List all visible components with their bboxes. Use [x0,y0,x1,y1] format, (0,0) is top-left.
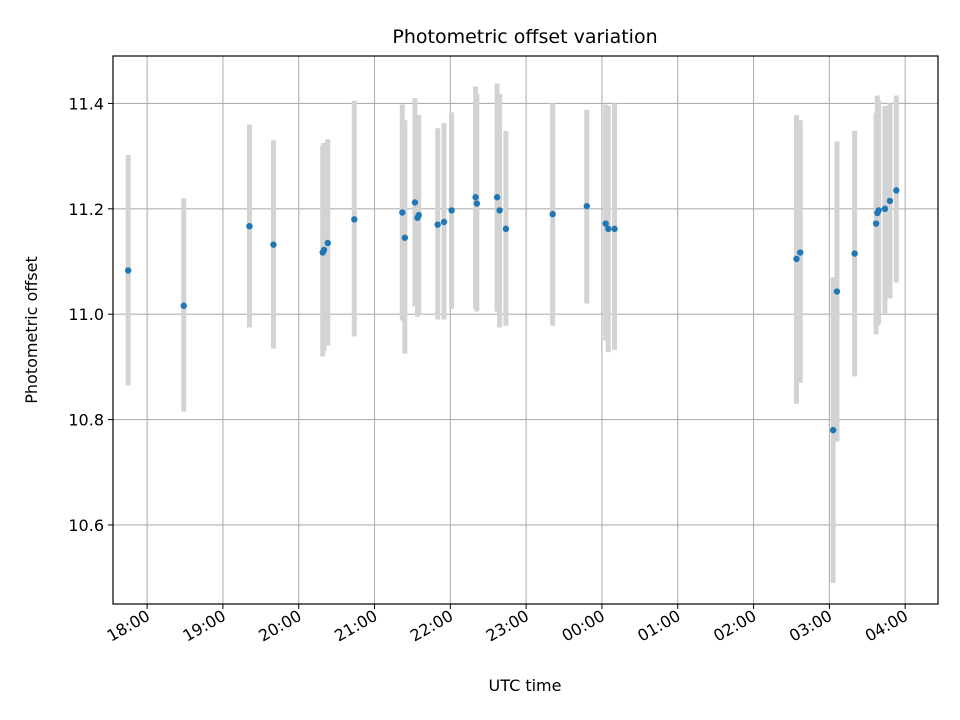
y-axis-label: Photometric offset [22,256,41,404]
data-point [502,225,510,233]
y-tick-label: 11.2 [68,200,104,219]
data-point [351,216,358,223]
data-point [440,218,448,226]
data-point [401,234,409,241]
y-tick-label: 10.8 [68,411,104,430]
data-point [324,239,331,247]
y-axis: 10.6 10.8 11.0 11.2 11.4 [68,94,113,535]
data-point [893,187,900,194]
data-point [415,211,422,219]
data-point [270,241,277,248]
data-point [833,288,841,295]
data-point [448,207,455,214]
data-point [320,246,328,254]
chart-title: Photometric offset variation [392,26,657,48]
plot-frame [112,55,939,605]
data-point [797,249,804,256]
data-point [872,220,880,227]
data-point [583,202,590,210]
y-tick-label: 11.4 [68,94,104,113]
data-point [549,210,556,218]
data-point [829,426,837,434]
data-point [180,302,187,309]
data-point [496,207,503,214]
y-tick-label: 11.0 [68,305,104,324]
data-point [473,200,481,207]
x-axis-label: UTC time [489,676,562,695]
grid [113,56,938,604]
y-tick-label: 10.6 [68,516,104,535]
data-point [493,194,501,201]
data-point [881,205,889,213]
data-point [602,220,609,227]
data-point [124,267,132,274]
data-point [851,250,858,257]
data-point [434,221,441,228]
data-point [605,225,612,233]
data-point [611,225,618,233]
data-point [246,222,253,230]
data-points [124,187,900,434]
data-point [886,197,894,205]
data-point [472,194,479,201]
data-point [411,199,419,206]
data-point [793,255,800,263]
data-point [399,209,406,216]
data-point [875,207,882,214]
